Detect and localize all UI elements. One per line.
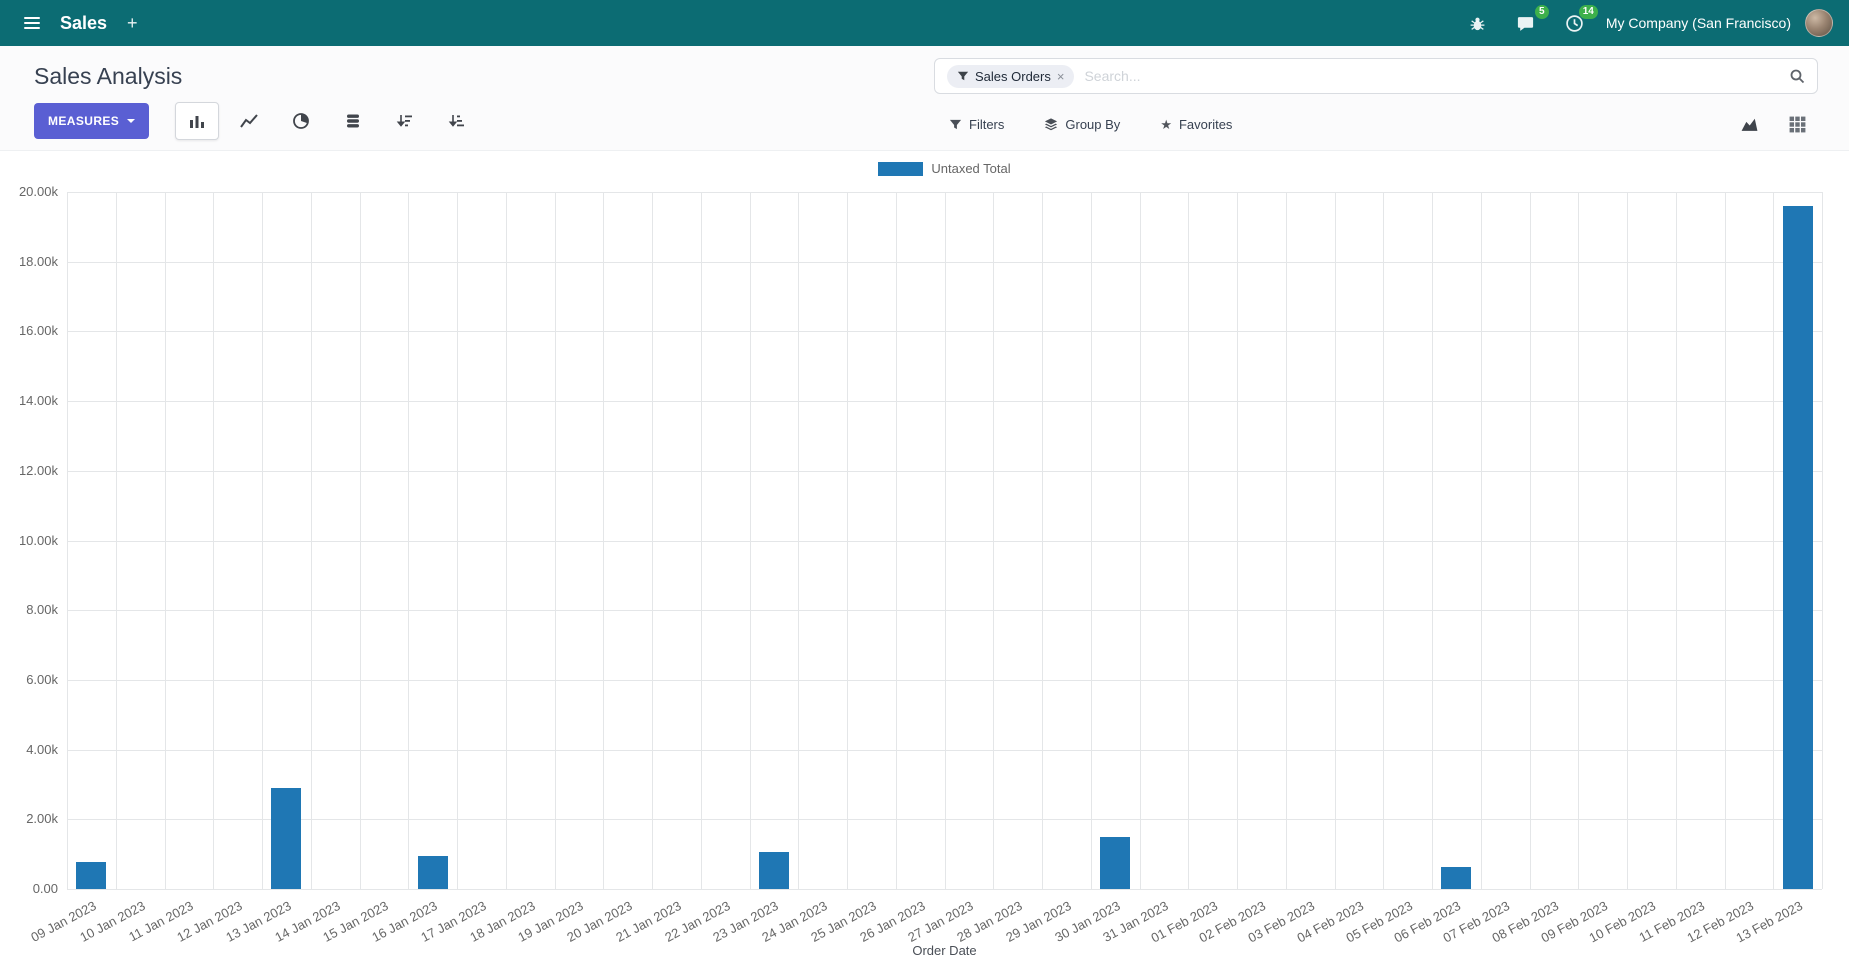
page-title: Sales Analysis [34,62,183,89]
grid-line-horizontal [67,261,1822,263]
group-by-label: Group By [1065,116,1121,132]
x-axis-title: Order Date [912,943,977,958]
plot-area [67,192,1823,890]
y-axis-tick-label: 10.00k [18,532,58,548]
activities-button[interactable]: 14 [1557,4,1598,39]
pie-chart-button[interactable] [279,102,323,140]
group-by-button[interactable]: Group By [1038,116,1126,133]
hamburger-icon [24,17,40,29]
view-switcher-graph[interactable] [1728,106,1770,142]
bar[interactable] [758,852,789,889]
y-axis-tick-label: 2.00k [26,811,58,827]
control-panel: Sales Analysis Sales Orders × MEASURES [0,46,1849,151]
bar[interactable] [76,861,107,889]
filter-icon [949,118,962,131]
top-navbar: Sales + 5 14 My Company (San Francisco) [0,0,1849,46]
legend-swatch [878,161,924,176]
y-axis-tick-label: 6.00k [26,671,58,687]
chart-type-toolbar [175,102,479,140]
messages-badge: 5 [1534,4,1549,19]
search-input[interactable] [1082,67,1781,85]
line-chart-icon [240,112,258,130]
navbar-right: 5 14 My Company (San Francisco) [1461,4,1833,39]
grid-line-horizontal [67,470,1822,472]
graph-view: Untaxed Total 0.00 2.00k 4.00k 6.00k 8.00k 10… [0,151,1849,961]
facet-remove-icon[interactable]: × [1056,68,1065,84]
grid-line-horizontal [67,679,1822,681]
grid-line-horizontal [67,401,1822,403]
new-tab-button[interactable]: + [119,8,146,38]
search-options: Filters Group By ★ Favorites [943,98,1238,150]
y-axis-tick-label: 20.00k [18,184,58,199]
sort-ascending-icon [448,112,466,130]
avatar[interactable] [1805,9,1833,37]
area-chart-icon [1740,115,1759,134]
sort-descending-icon [396,112,414,130]
bar[interactable] [1782,205,1813,889]
bar[interactable] [417,855,448,889]
activities-badge: 14 [1578,4,1598,19]
y-axis-tick-label: 12.00k [18,462,58,478]
bug-icon [1469,15,1486,32]
filter-icon [957,70,969,82]
chart-legend[interactable]: Untaxed Total [67,161,1822,176]
y-axis-tick-label: 14.00k [18,393,58,409]
y-axis-tick-label: 0.00 [32,881,58,896]
filters-button[interactable]: Filters [943,116,1010,133]
stacked-toggle-button[interactable] [331,102,375,140]
star-icon: ★ [1160,116,1172,132]
search-facet-label: Sales Orders [975,68,1051,84]
bar-chart-icon [188,112,206,130]
layers-icon [1044,117,1058,131]
pie-chart-icon [292,112,310,130]
y-axis: 0.00 2.00k 4.00k 6.00k 8.00k 10.00k 12.00k 14.0… [0,151,58,961]
favorites-label: Favorites [1178,116,1233,132]
measures-label: MEASURES [48,114,120,128]
grid-line-horizontal [67,749,1822,751]
bar[interactable] [1100,836,1131,889]
chat-icon [1516,14,1535,33]
bar[interactable] [271,787,302,889]
grid-line-horizontal [67,610,1822,612]
debug-button[interactable] [1461,9,1494,38]
search-bar[interactable]: Sales Orders × [934,58,1818,94]
y-axis-tick-label: 4.00k [26,741,58,757]
search-icon[interactable] [1789,68,1805,84]
view-switcher-pivot[interactable] [1776,106,1818,142]
grid-line-horizontal [67,819,1822,821]
view-switcher [1728,106,1818,142]
sort-ascending-button[interactable] [435,102,479,140]
filters-label: Filters [969,116,1005,132]
chevron-down-icon [127,119,136,123]
grid-line-horizontal [67,192,1822,193]
y-axis-tick-label: 16.00k [18,323,58,339]
grid-line-horizontal [67,889,1822,890]
pivot-table-icon [1788,115,1807,134]
bar-chart-button[interactable] [175,102,220,140]
y-axis-tick-label: 18.00k [18,253,58,269]
legend-label: Untaxed Total [931,161,1011,176]
clock-icon [1565,14,1584,33]
line-chart-button[interactable] [227,102,271,140]
grid-line-horizontal [67,331,1822,333]
grid-line-horizontal [67,540,1822,542]
grid-line-vertical [1822,192,1823,889]
search-facet-sales-orders[interactable]: Sales Orders × [947,64,1075,88]
bar[interactable] [1441,867,1472,889]
messages-button[interactable]: 5 [1508,4,1549,39]
stacked-icon [344,112,362,130]
sort-descending-button[interactable] [383,102,427,140]
app-name[interactable]: Sales [60,12,108,33]
apps-menu-button[interactable] [16,11,48,35]
measures-button[interactable]: MEASURES [34,103,150,139]
y-axis-tick-label: 8.00k [26,602,58,618]
favorites-button[interactable]: ★ Favorites [1154,116,1238,133]
company-switcher[interactable]: My Company (San Francisco) [1605,15,1791,31]
